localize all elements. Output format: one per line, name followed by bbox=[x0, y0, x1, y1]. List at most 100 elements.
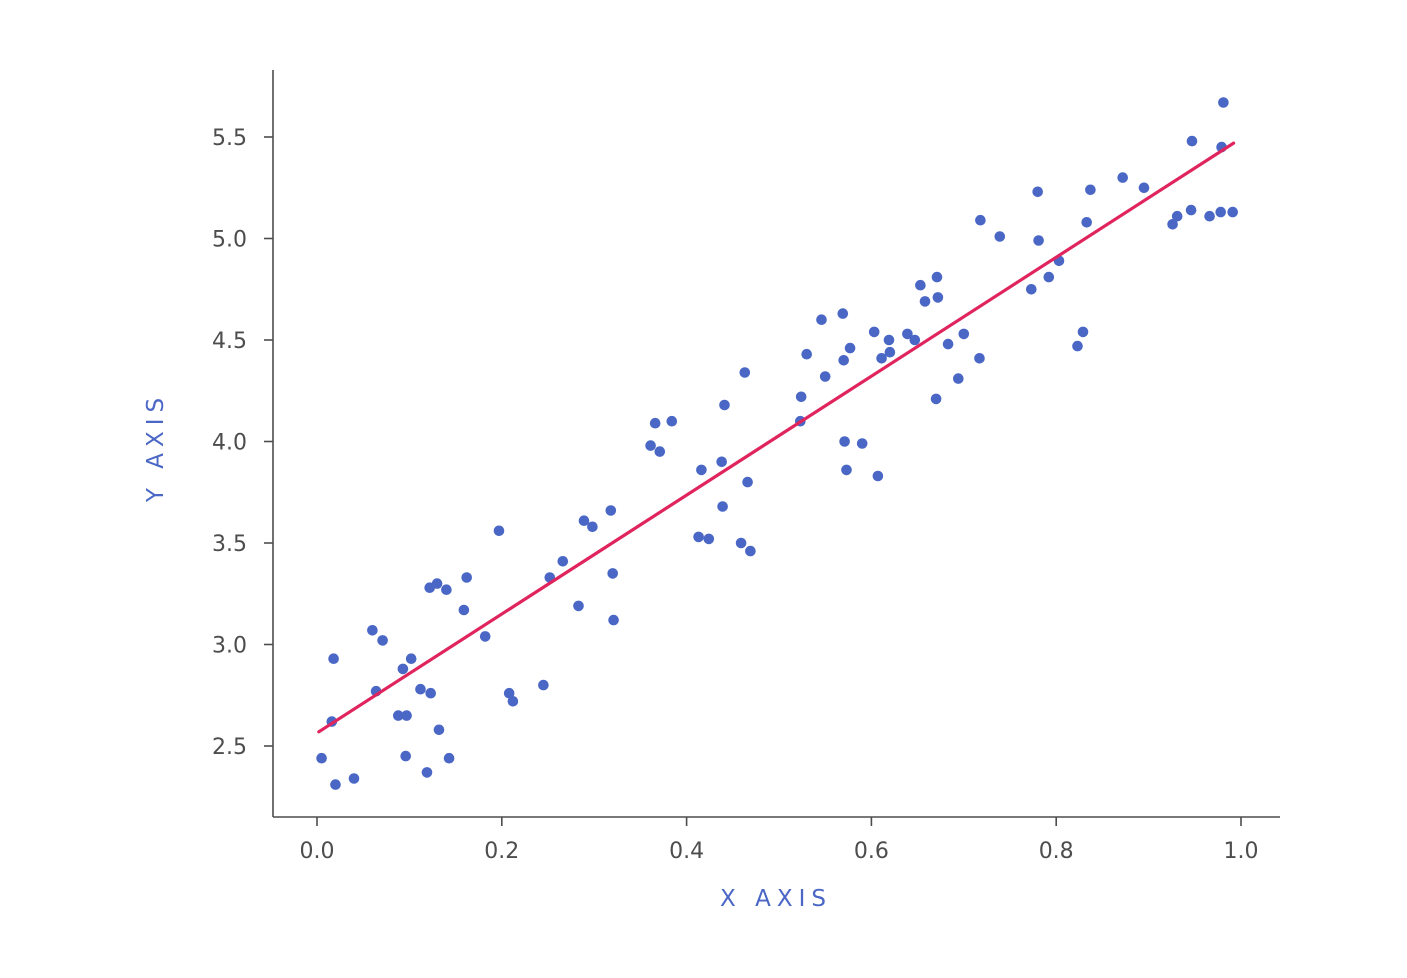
scatter-point bbox=[608, 614, 619, 626]
scatter-points bbox=[316, 97, 1238, 790]
scatter-point bbox=[443, 752, 455, 764]
scatter-point bbox=[328, 653, 339, 664]
scatter-point bbox=[605, 505, 617, 516]
x-tick-label: 0.2 bbox=[484, 839, 519, 864]
scatter-point bbox=[458, 604, 470, 616]
scatter-point bbox=[1218, 97, 1229, 108]
scatter-point bbox=[931, 271, 943, 283]
scatter-point bbox=[538, 679, 549, 691]
y-tick-label: 5.0 bbox=[212, 228, 247, 253]
scatter-point bbox=[742, 476, 753, 488]
scatter-point bbox=[461, 572, 473, 583]
y-tick-label: 4.0 bbox=[212, 431, 247, 456]
scatter-point bbox=[719, 399, 730, 411]
scatter-point bbox=[1186, 135, 1198, 147]
scatter-point bbox=[844, 342, 856, 354]
scatter-point bbox=[703, 533, 715, 545]
scatter-point bbox=[975, 214, 986, 226]
scatter-point bbox=[441, 584, 452, 595]
scatter-point bbox=[902, 328, 913, 340]
scatter-point bbox=[645, 440, 656, 451]
scatter-point bbox=[693, 531, 704, 543]
scatter-point bbox=[745, 545, 756, 557]
scatter-point bbox=[587, 521, 598, 533]
scatter-point bbox=[393, 710, 404, 721]
y-tick-label: 5.5 bbox=[212, 126, 247, 151]
scatter-point bbox=[717, 501, 728, 512]
scatter-point bbox=[377, 635, 388, 646]
scatter-point bbox=[503, 687, 515, 699]
scatter-point bbox=[493, 525, 505, 537]
y-tick-label: 2.5 bbox=[212, 735, 247, 760]
y-tick-label: 4.5 bbox=[212, 329, 247, 354]
scatter-point bbox=[557, 556, 569, 567]
x-tick-label: 0.8 bbox=[1039, 839, 1074, 864]
x-tick-label: 0.6 bbox=[854, 839, 889, 864]
scatter-point bbox=[841, 464, 852, 476]
scatter-point bbox=[1215, 206, 1226, 218]
scatter-point bbox=[1026, 284, 1037, 295]
scatter-point bbox=[839, 436, 850, 447]
scatter-point bbox=[607, 568, 618, 579]
x-tick-label: 0.0 bbox=[300, 839, 335, 864]
scatter-point bbox=[735, 537, 747, 549]
scatter-point bbox=[1032, 186, 1043, 198]
scatter-point bbox=[942, 338, 954, 350]
scatter-point bbox=[1077, 326, 1089, 338]
scatter-point bbox=[883, 334, 895, 346]
scatter-point bbox=[837, 308, 849, 319]
scatter-point bbox=[507, 696, 519, 707]
scatter-point bbox=[421, 767, 433, 778]
scatter-point bbox=[578, 515, 590, 526]
y-tick-label: 3.5 bbox=[212, 532, 247, 557]
scatter-point bbox=[953, 373, 964, 384]
scatter-point bbox=[1167, 219, 1178, 230]
y-tick-label: 3.0 bbox=[212, 634, 247, 659]
scatter-point bbox=[479, 631, 491, 642]
scatter-point bbox=[1117, 172, 1128, 183]
scatter-point bbox=[1138, 182, 1150, 194]
fit-line-layer bbox=[317, 141, 1236, 734]
y-axis-title: Y AXIS bbox=[143, 392, 169, 503]
scatter-point bbox=[919, 296, 931, 307]
scatter-point bbox=[838, 355, 849, 366]
x-axis-title: X AXIS bbox=[720, 886, 832, 912]
scatter-point bbox=[405, 653, 417, 664]
scatter-point bbox=[431, 578, 443, 589]
scatter-point bbox=[915, 279, 926, 291]
scatter-point bbox=[739, 367, 751, 378]
fit-line bbox=[317, 141, 1236, 734]
scatter-point bbox=[397, 663, 409, 675]
scatter-point bbox=[348, 773, 360, 784]
scatter-point bbox=[816, 314, 827, 326]
scatter-point bbox=[716, 456, 727, 468]
scatter-point bbox=[801, 348, 812, 360]
scatter-point bbox=[1171, 210, 1183, 222]
scatter-point bbox=[868, 326, 880, 338]
scatter-point bbox=[666, 415, 678, 427]
scatter-point bbox=[876, 353, 887, 364]
scatter-point bbox=[974, 353, 985, 364]
scatter-point bbox=[909, 334, 921, 346]
axes: 0.0 0.2 0.4 0.6 0.8 1.0 2.5 3.0 3.5 4.0 4.5 5.0 5.5 bbox=[212, 70, 1280, 864]
scatter-point bbox=[573, 600, 584, 612]
scatter-point bbox=[1033, 235, 1044, 246]
scatter-point bbox=[330, 779, 341, 790]
scatter-point bbox=[1072, 340, 1083, 352]
scatter-point bbox=[433, 724, 445, 736]
scatter-point bbox=[415, 683, 426, 695]
scatter-point bbox=[1043, 271, 1055, 283]
scatter-point bbox=[1204, 210, 1215, 222]
scatter-point bbox=[884, 346, 896, 358]
scatter-point bbox=[316, 752, 327, 764]
scatter-point bbox=[1085, 184, 1096, 196]
scatter-point bbox=[696, 464, 707, 476]
scatter-point bbox=[425, 687, 437, 699]
scatter-point bbox=[856, 438, 868, 449]
scatter-point bbox=[1185, 204, 1197, 216]
scatter-point bbox=[795, 391, 807, 403]
scatter-point bbox=[958, 328, 970, 340]
scatter-point bbox=[401, 710, 412, 721]
x-tick-label: 0.4 bbox=[669, 839, 704, 864]
